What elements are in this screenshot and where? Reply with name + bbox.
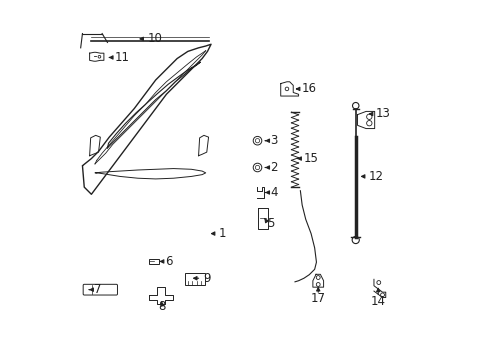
Text: 1: 1	[218, 227, 226, 240]
Text: 2: 2	[270, 161, 277, 174]
Text: 10: 10	[147, 32, 162, 45]
Text: 5: 5	[268, 217, 275, 230]
Text: 3: 3	[270, 134, 277, 147]
Text: 7: 7	[94, 283, 101, 296]
Text: 12: 12	[368, 170, 383, 183]
Text: 8: 8	[158, 300, 166, 313]
Bar	[185, 273, 205, 285]
Text: 15: 15	[303, 152, 318, 165]
Text: 13: 13	[375, 107, 390, 120]
Text: 6: 6	[165, 255, 173, 268]
Text: 4: 4	[270, 186, 277, 199]
Text: 9: 9	[203, 272, 210, 285]
Text: 16: 16	[302, 82, 317, 95]
Text: 17: 17	[311, 292, 326, 305]
Text: 14: 14	[371, 295, 386, 308]
Text: 11: 11	[115, 51, 130, 64]
Bar	[148, 258, 159, 264]
